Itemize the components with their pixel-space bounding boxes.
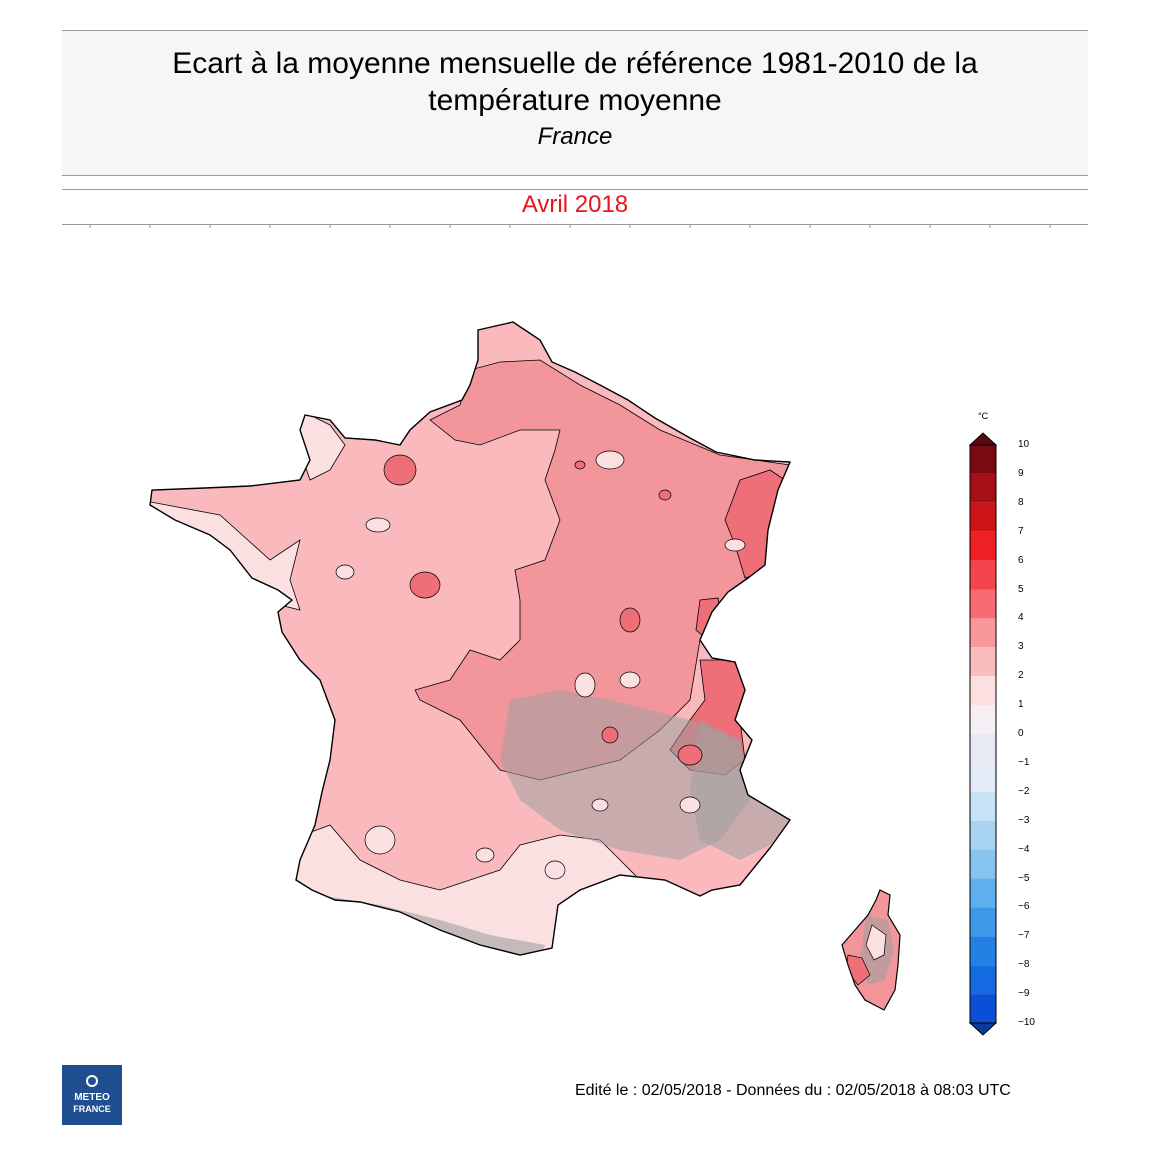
logo-line-1: METEO <box>74 1092 110 1103</box>
region-subtitle: France <box>537 123 613 150</box>
legend-tick-label: −6 <box>1018 901 1030 913</box>
legend-tick-label: 4 <box>1018 612 1024 624</box>
legend-tick-label: −2 <box>1018 785 1030 797</box>
legend-tick-label: 8 <box>1018 496 1024 508</box>
legend-swatch <box>970 705 996 734</box>
legend-tick-label: −10 <box>1018 1017 1035 1028</box>
relief-alps <box>690 720 790 860</box>
legend-swatch <box>970 676 996 706</box>
legend-tick-label: 2 <box>1018 670 1024 682</box>
legend-swatch <box>970 878 996 908</box>
legend-swatch <box>970 936 996 966</box>
legend-unit: °C <box>978 411 989 421</box>
legend-swatch <box>970 531 996 561</box>
legend-swatch <box>970 618 996 648</box>
chart-title: Ecart à la moyenne mensuelle de référenc… <box>62 45 1088 119</box>
legend-frame <box>969 444 997 1024</box>
legend-tick-label: −1 <box>1018 756 1030 768</box>
legend-tick-label: −4 <box>1018 843 1030 855</box>
meteo-france-logo: METEO FRANCE <box>62 1065 122 1125</box>
legend-swatch <box>970 849 996 879</box>
title-line-1: Ecart à la moyenne mensuelle de référenc… <box>172 47 978 80</box>
title-panel: Ecart à la moyenne mensuelle de référenc… <box>62 30 1088 176</box>
tick-marks <box>89 225 1051 228</box>
legend-tick-label: 1 <box>1018 699 1024 711</box>
legend-tick-label: −5 <box>1018 872 1030 884</box>
period-rule-bottom <box>62 224 1088 225</box>
legend-swatch <box>970 502 996 532</box>
relief-massif-central <box>500 690 750 860</box>
legend-swatch <box>970 734 996 763</box>
legend-swatch <box>970 647 996 677</box>
legend-swatch <box>970 560 996 590</box>
legend-swatch <box>970 762 996 792</box>
legend-tick-label: 5 <box>1018 583 1024 595</box>
period-rule-top <box>62 189 1088 190</box>
legend-swatch <box>970 791 996 821</box>
legend-tick-label: 0 <box>1018 728 1024 739</box>
legend-max-arrow <box>968 432 998 446</box>
legend-swatch <box>970 965 996 995</box>
legend-tick-label: 6 <box>1018 554 1024 566</box>
france-mainland <box>150 322 790 955</box>
legend-tick-label: −3 <box>1018 814 1030 826</box>
legend-colorbar <box>968 432 998 1036</box>
legend-swatch <box>970 589 996 619</box>
logo-mark-icon <box>86 1075 98 1087</box>
zone-3-4-north-east <box>414 359 790 781</box>
legend-swatch <box>970 820 996 850</box>
legend-tick-label: −9 <box>1018 988 1030 1000</box>
legend-min-arrow <box>968 1022 998 1036</box>
title-line-2: température moyenne <box>428 84 722 117</box>
legend-swatch <box>970 473 996 503</box>
period-label: Avril 2018 <box>521 191 629 218</box>
warm-spots <box>383 454 703 766</box>
legend-tick-label: −8 <box>1018 959 1030 971</box>
legend-tick-label: −7 <box>1018 930 1030 942</box>
legend-swatch <box>970 907 996 937</box>
legend-tick-label: 10 <box>1018 439 1030 450</box>
legend-tick-label: 7 <box>1018 525 1024 537</box>
legend-swatch <box>970 445 996 474</box>
legend-swatch <box>970 994 996 1023</box>
legend-tick-label: 3 <box>1018 641 1024 653</box>
local-contours <box>335 450 746 880</box>
legend-tick-label: 9 <box>1018 467 1024 479</box>
corsica <box>842 890 900 1010</box>
edition-footer: Edité le : 02/05/2018 - Données du : 02/… <box>575 1082 1011 1099</box>
logo-line-2: FRANCE <box>73 1104 111 1114</box>
corsica-cool-zone <box>865 924 887 961</box>
